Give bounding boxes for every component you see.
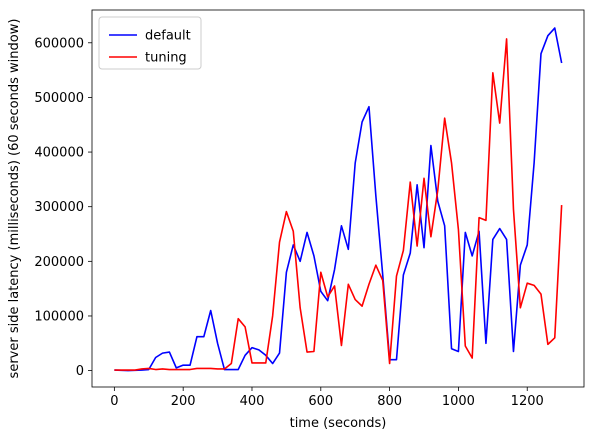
x-tick-label: 1000 — [442, 394, 475, 409]
y-tick-label: 400000 — [34, 146, 84, 161]
x-tick-label: 1200 — [511, 394, 544, 409]
x-tick-label: 200 — [171, 394, 196, 409]
y-axis-label: server side latency (milliseconds) (60 s… — [7, 19, 22, 379]
legend-box — [98, 16, 202, 70]
x-tick-label: 800 — [377, 394, 402, 409]
y-tick-label: 300000 — [34, 200, 84, 215]
plot-area-frame — [91, 9, 585, 388]
y-tick-label: 100000 — [34, 309, 84, 324]
y-tick-label: 0 — [76, 364, 84, 379]
x-tick-label: 600 — [308, 394, 333, 409]
y-tick-label: 200000 — [34, 255, 84, 270]
y-axis: 0 100000 200000 300000 400000 500000 600000 — [34, 36, 92, 379]
legend-label-tuning: tuning — [145, 51, 187, 66]
y-tick-label: 500000 — [34, 91, 84, 106]
y-tick-label: 600000 — [34, 36, 84, 51]
x-tick-label: 400 — [240, 394, 265, 409]
legend-label-default: default — [145, 29, 191, 44]
series-line-tuning — [114, 38, 563, 371]
x-tick-label: 0 — [110, 394, 118, 409]
legend: default tuning — [98, 16, 202, 70]
series-layer — [114, 27, 563, 372]
x-axis-label: time (seconds) — [290, 416, 387, 431]
series-line-default — [114, 27, 563, 372]
x-axis: 0 200 400 600 800 1000 1200 — [110, 387, 544, 409]
